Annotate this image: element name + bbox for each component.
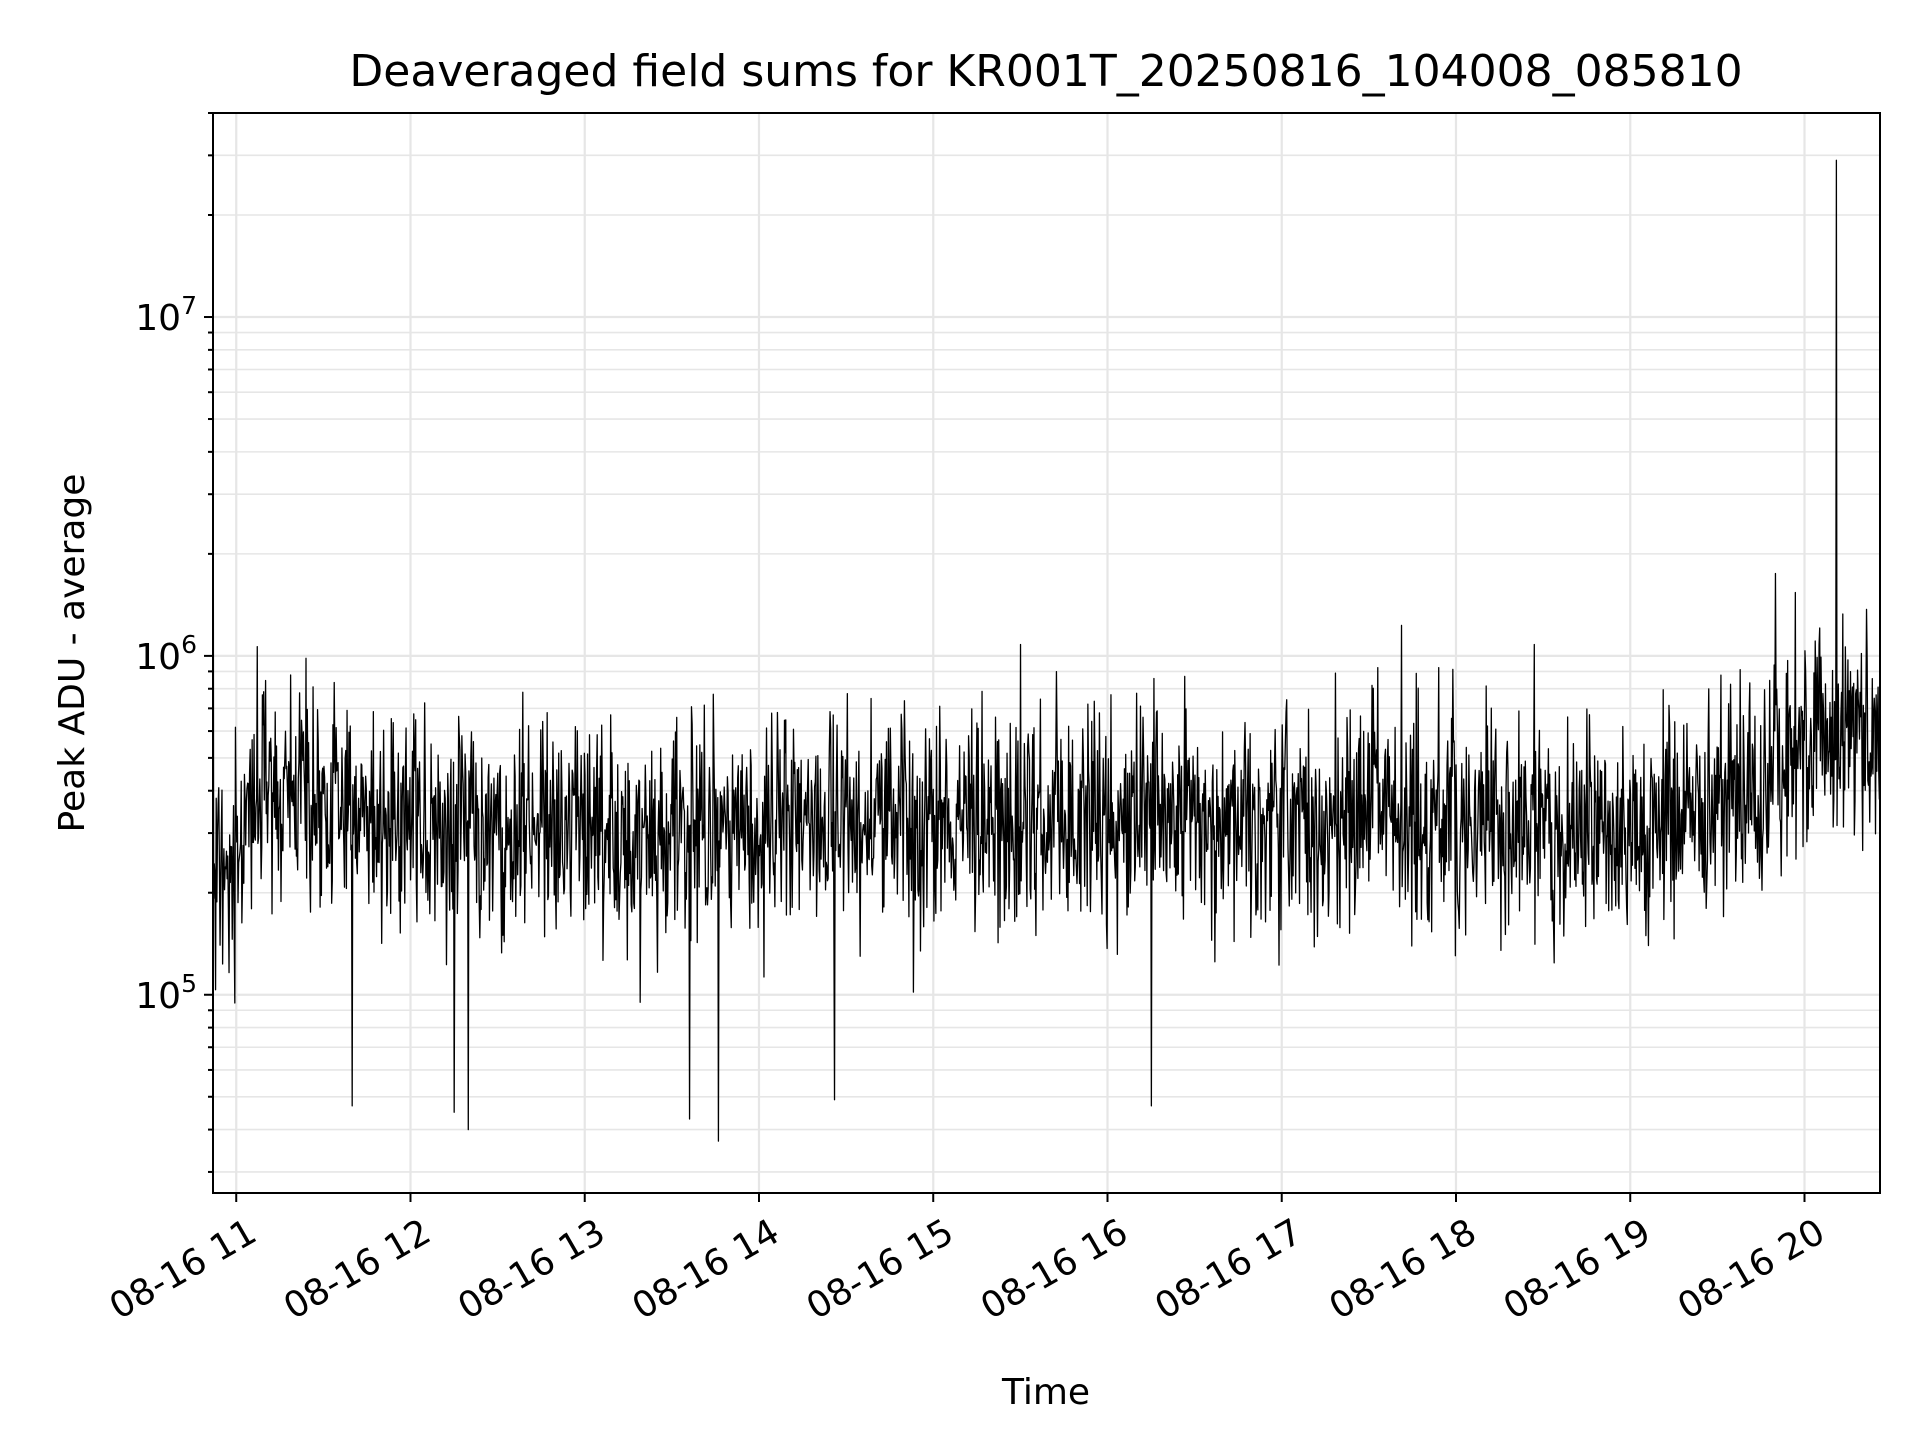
series-line: [212, 159, 1881, 1142]
plot-frame: [212, 112, 1881, 1194]
data-layer: [212, 159, 1881, 1142]
y-axis-label: Peak ADU - average: [52, 474, 93, 833]
chart-title: Deaveraged field sums for KR001T_2025081…: [349, 46, 1742, 97]
y-tick-label: 107: [135, 291, 197, 339]
y-tick-label: 106: [135, 630, 197, 678]
x-axis-label: Time: [1001, 1372, 1090, 1413]
y-tick-label: 105: [135, 969, 197, 1017]
